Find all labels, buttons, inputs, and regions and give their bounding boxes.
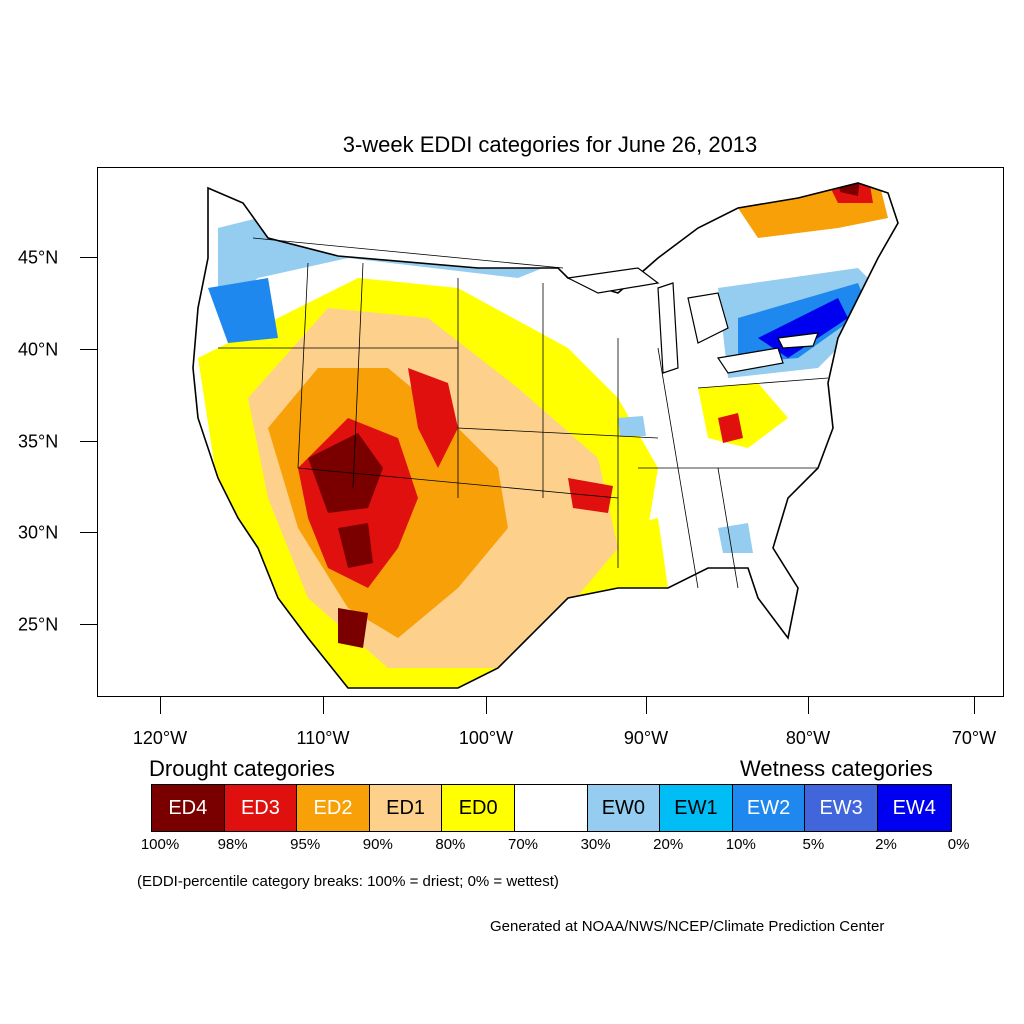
lon-tick: [646, 697, 647, 714]
legend-break-label: 70%: [507, 836, 539, 853]
lat-tick: [80, 532, 97, 533]
legend-break-label: 5%: [802, 836, 825, 853]
legend-break-label: 20%: [653, 836, 684, 853]
legend-break-label: 80%: [435, 836, 466, 853]
lat-tick: [80, 257, 97, 258]
lon-label-110w: 110°W: [296, 728, 350, 748]
lon-label-120w: 120°W: [132, 728, 188, 748]
drought-legend-title: Drought categories: [149, 756, 335, 781]
legend-colorbar: ED4 ED3 ED2 ED1 ED0 EW0 EW1 EW2 EW3 EW4: [151, 784, 952, 832]
legend-break-label: 90%: [362, 836, 393, 853]
lat-label-35: 35°N: [18, 431, 59, 452]
legend-swatch-ew3: EW3: [805, 785, 878, 831]
category-note: (EDDI-percentile category breaks: 100% =…: [137, 873, 559, 890]
legend-break-label: 0%: [947, 836, 970, 853]
legend-swatch-neutral: [514, 785, 588, 831]
wetness-legend-title: Wetness categories: [740, 756, 933, 781]
legend-swatch-ew4: EW4: [877, 785, 951, 831]
legend-swatch-ed1: ED1: [369, 785, 443, 831]
lon-tick: [486, 697, 487, 714]
lat-label-30: 30°N: [18, 522, 59, 543]
legend-swatch-ed0: ED0: [442, 785, 515, 831]
lon-label-90w: 90°W: [623, 728, 669, 748]
eddi-map: [97, 167, 1004, 697]
legend-swatch-ew0: EW0: [587, 785, 661, 831]
legend-swatch-ew2: EW2: [732, 785, 806, 831]
lon-label-80w: 80°W: [785, 728, 831, 748]
credit-text: Generated at NOAA/NWS/NCEP/Climate Predi…: [490, 918, 885, 935]
lat-label-25: 25°N: [18, 614, 59, 635]
lat-label-45: 45°N: [18, 247, 59, 268]
lon-tick: [323, 697, 324, 714]
map-canvas: [98, 168, 1003, 696]
lon-tick: [808, 697, 809, 714]
lon-tick: [974, 697, 975, 714]
legend-swatch-ew1: EW1: [660, 785, 733, 831]
legend-break-label: 100%: [140, 836, 180, 853]
legend-break-label: 95%: [290, 836, 321, 853]
lat-tick: [80, 349, 97, 350]
map-title: 3-week EDDI categories for June 26, 2013: [342, 132, 758, 157]
legend-swatch-ed2: ED2: [297, 785, 370, 831]
lon-label-70w: 70°W: [951, 728, 997, 748]
legend-break-label: 10%: [725, 836, 756, 853]
lon-tick: [160, 697, 161, 714]
lat-tick: [80, 624, 97, 625]
lon-label-100w: 100°W: [458, 728, 514, 748]
legend-break-label: 30%: [580, 836, 611, 853]
lat-tick: [80, 441, 97, 442]
legend-break-label: 98%: [217, 836, 248, 853]
legend-break-label: 2%: [875, 836, 897, 853]
lat-label-40: 40°N: [18, 339, 59, 360]
legend-swatch-ed4: ED4: [152, 785, 225, 831]
legend-swatch-ed3: ED3: [224, 785, 298, 831]
